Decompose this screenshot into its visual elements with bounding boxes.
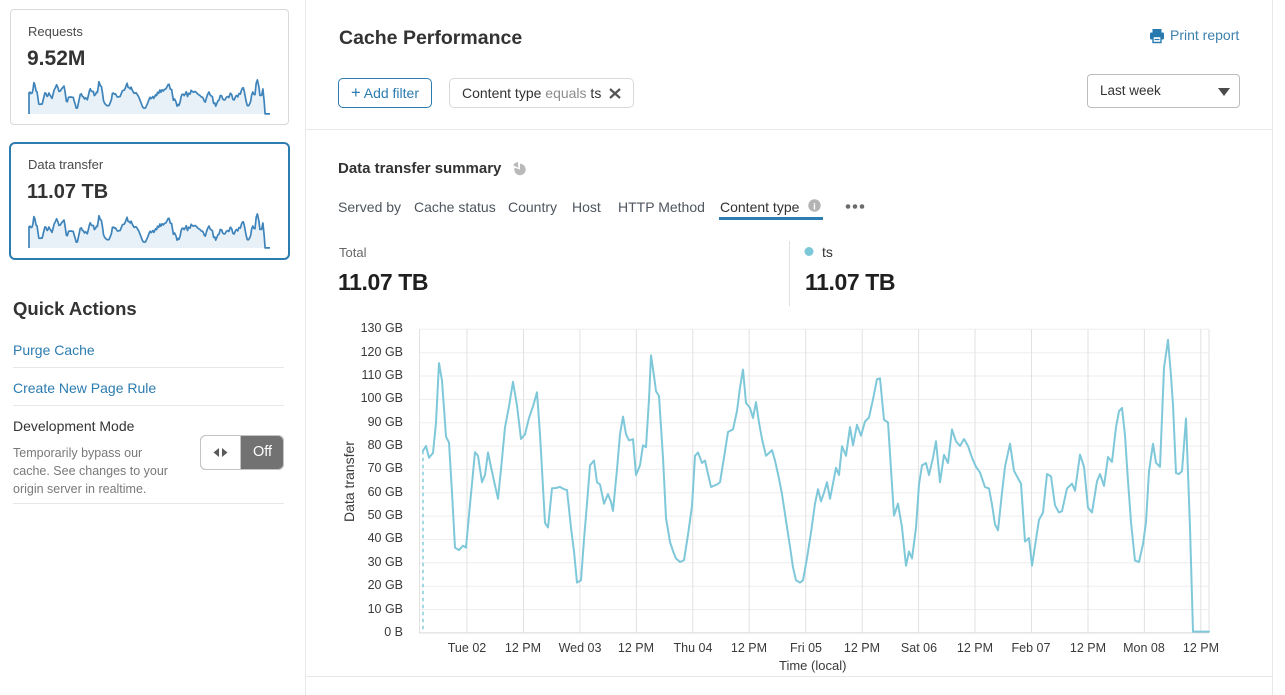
svg-text:i: i [813, 201, 816, 212]
